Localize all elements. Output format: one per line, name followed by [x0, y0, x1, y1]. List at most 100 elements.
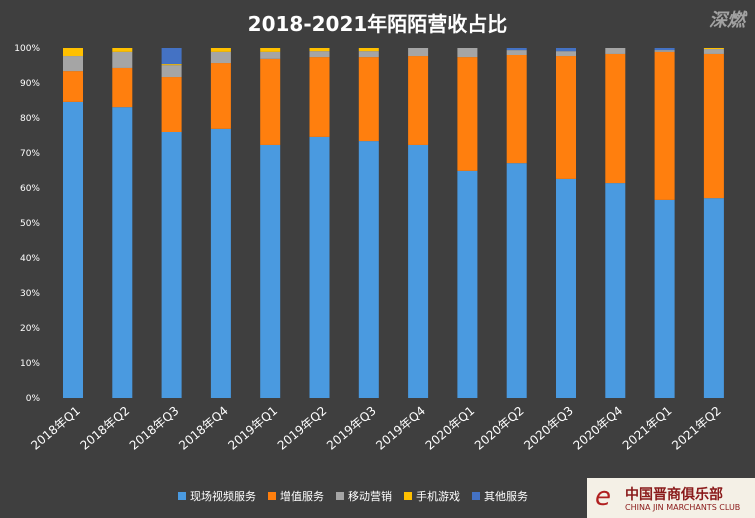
- bar-segment-1: [210, 63, 231, 129]
- bar-segment-0: [556, 178, 576, 398]
- x-tick-label: 2018年Q1: [28, 404, 83, 453]
- y-tick-label: 0%: [26, 394, 41, 404]
- bar-segment-2: [63, 56, 83, 72]
- y-tick-label: 100%: [14, 44, 40, 54]
- x-tick-label: 2018年Q4: [176, 404, 231, 453]
- legend-item: 现场视频服务: [178, 488, 256, 504]
- legend-item: 移动营销: [336, 488, 392, 504]
- legend-swatch: [336, 492, 344, 500]
- bar-segment-4: [506, 48, 527, 51]
- x-tick-label: 2019年Q2: [275, 404, 330, 453]
- bar-segment-0: [654, 199, 675, 398]
- legend: 现场视频服务 增值服务 移动营销 手机游戏 其他服务: [178, 488, 528, 504]
- bar-segment-1: [309, 57, 330, 137]
- x-tick-label: 2021年Q1: [620, 404, 675, 453]
- club-logo: e 中国晋商俱乐部 CHINA JIN MARCHANTS CLUB: [587, 478, 755, 518]
- bar-segment-1: [457, 57, 478, 171]
- bar-segment-3: [703, 48, 724, 50]
- bar-segment-2: [161, 65, 182, 78]
- y-tick-label: 10%: [20, 359, 40, 369]
- bar-segment-2: [457, 48, 478, 58]
- bar-segment-3: [112, 48, 133, 52]
- bar-segment-4: [654, 48, 675, 51]
- bar-segment-2: [605, 48, 626, 54]
- bar-segment-2: [358, 51, 379, 58]
- bar-segment-0: [408, 144, 429, 398]
- bar-segment-2: [210, 51, 231, 64]
- bar-segment-2: [260, 51, 281, 59]
- bar-segment-2: [654, 50, 675, 52]
- bar-segment-1: [654, 51, 675, 200]
- bar-segment-2: [309, 51, 330, 58]
- bar-segment-0: [210, 128, 231, 398]
- logo-en: CHINA JIN MARCHANTS CLUB: [625, 503, 741, 512]
- bar-segment-0: [63, 101, 83, 399]
- bar-segment-3: [161, 64, 182, 66]
- legend-item: 手机游戏: [404, 488, 460, 504]
- bar-segment-0: [358, 141, 379, 398]
- x-tick-label: 2019年Q3: [324, 404, 379, 453]
- bar-segment-0: [457, 170, 478, 398]
- x-tick-label: 2018年Q2: [78, 404, 133, 453]
- legend-item: 增值服务: [268, 488, 324, 504]
- bar-segment-0: [309, 136, 330, 398]
- bar-segment-4: [161, 48, 182, 65]
- bar-segment-2: [556, 51, 576, 57]
- x-tick-label: 2020年Q4: [571, 404, 626, 453]
- bar-segment-3: [358, 48, 379, 52]
- bar-segment-2: [506, 50, 527, 55]
- bar-segment-4: [556, 48, 576, 52]
- x-tick-label: 2019年Q4: [373, 404, 428, 453]
- bar-segment-1: [358, 57, 379, 142]
- legend-swatch: [178, 492, 186, 500]
- y-tick-label: 60%: [20, 184, 40, 194]
- legend-label: 其他服务: [484, 490, 528, 503]
- bar-segment-0: [112, 107, 133, 399]
- y-tick-label: 20%: [20, 324, 40, 334]
- y-tick-label: 30%: [20, 289, 40, 299]
- bar-segment-1: [506, 55, 527, 164]
- legend-swatch: [472, 492, 480, 500]
- bar-segment-1: [703, 53, 724, 199]
- x-tick-label: 2018年Q3: [127, 404, 182, 453]
- bar-segment-0: [703, 198, 724, 398]
- legend-label: 增值服务: [280, 490, 324, 503]
- bar-segment-1: [408, 56, 429, 145]
- legend-label: 现场视频服务: [190, 490, 256, 503]
- x-tick-label: 2021年Q2: [669, 404, 724, 453]
- x-tick-label: 2020年Q3: [521, 404, 576, 453]
- bar-segment-3: [210, 48, 231, 52]
- bar-segment-1: [260, 58, 281, 145]
- bar-segment-1: [112, 67, 133, 108]
- y-tick-label: 50%: [20, 219, 40, 229]
- bar-segment-0: [260, 144, 281, 398]
- legend-swatch: [268, 492, 276, 500]
- legend-swatch: [404, 492, 412, 500]
- bar-segment-3: [309, 48, 330, 52]
- bar-segment-0: [161, 132, 182, 398]
- y-tick-label: 90%: [20, 79, 40, 89]
- y-tick-label: 70%: [20, 149, 40, 159]
- bar-segment-1: [63, 71, 83, 102]
- watermark-logo: 深燃: [709, 10, 745, 31]
- bar-segment-0: [506, 163, 527, 398]
- bar-segment-1: [605, 53, 626, 184]
- x-tick-label: 2020年Q2: [472, 404, 527, 453]
- legend-label: 移动营销: [348, 490, 392, 503]
- y-tick-label: 80%: [20, 114, 40, 124]
- bar-segment-2: [408, 48, 429, 57]
- y-tick-label: 40%: [20, 254, 40, 264]
- x-tick-label: 2019年Q1: [225, 404, 280, 453]
- bar-segment-0: [605, 183, 626, 398]
- bar-segment-1: [556, 56, 576, 179]
- legend-label: 手机游戏: [416, 490, 460, 503]
- logo-cn: 中国晋商俱乐部: [625, 487, 723, 503]
- legend-item: 其他服务: [472, 488, 528, 504]
- bar-segment-2: [112, 51, 133, 68]
- bar-segment-3: [63, 48, 83, 57]
- x-tick-label: 2020年Q1: [423, 404, 478, 453]
- bar-segment-1: [161, 77, 182, 132]
- chart-title: 2018-2021年陌陌营收占比: [247, 12, 508, 36]
- bar-segment-2: [703, 49, 724, 54]
